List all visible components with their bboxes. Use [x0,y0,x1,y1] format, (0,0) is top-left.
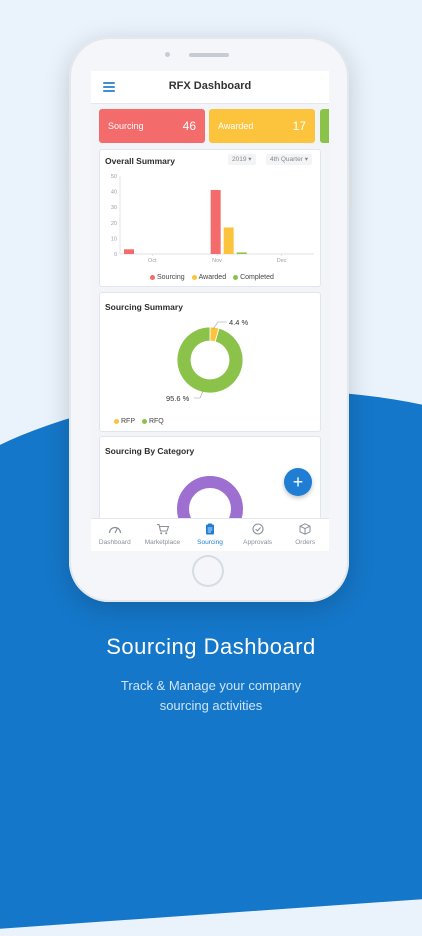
legend-dot [141,418,147,424]
year-select[interactable]: 2019 ▾ [228,154,256,165]
stat-count: 46 [182,119,196,133]
y-tick-label: 0 [114,252,117,258]
tab-sourcing[interactable]: Sourcing [186,519,234,551]
tab-label: Sourcing [197,539,223,546]
bar-completed-nov[interactable] [236,252,247,254]
promo-title: Sourcing Dashboard [106,634,316,659]
year-value: 2019 [232,156,247,163]
phone-mute-switch [66,117,69,135]
stat-card-completed[interactable] [320,109,329,143]
sourcing-summary-chart: 4.4 % 95.6 % [166,318,249,403]
legend-item-rfp: RFP [114,418,135,425]
stat-count: 17 [292,119,306,133]
legend-item-rfq: RFQ [141,418,164,425]
app-title: RFX Dashboard [168,80,252,92]
category-donut [177,476,243,527]
overall-summary-chart: 0 10 20 30 40 50 Oct Nov Dec [111,174,314,264]
bar-sourcing-nov[interactable] [210,190,221,254]
legend-item-completed: Completed [233,274,274,281]
data-label-rfp: 4.4 % [229,318,249,327]
x-tick-label: Oct [148,258,157,264]
label-leader-rfp [212,321,227,330]
legend-item-awarded: Awarded [191,274,226,281]
sourcing-by-category-card: Sourcing By Category [99,436,321,528]
tab-orders[interactable]: Orders [281,519,329,551]
box-icon [299,523,311,535]
legend-dot [191,274,197,280]
tab-label: Marketplace [144,539,181,546]
phone-camera [165,52,170,57]
card-title: Sourcing By Category [105,446,195,456]
plus-icon: + [292,472,304,492]
sourcing-summary-legend: RFP RFQ [114,418,169,425]
overall-legend: Sourcing Awarded Completed [150,274,279,281]
tab-label: Orders [295,539,316,546]
tab-label: Dashboard [98,539,131,546]
phone-speaker [189,53,229,57]
chevron-down-icon: ▾ [304,156,308,163]
phone-power-button [349,162,352,210]
x-tick-label: Dec [277,258,287,264]
tab-marketplace[interactable]: Marketplace [139,519,187,551]
x-tick-label: Nov [212,258,222,264]
y-tick-label: 40 [111,190,117,196]
stat-card-sourcing[interactable]: Sourcing 46 [99,109,205,143]
tab-approvals[interactable]: Approvals [234,519,282,551]
check-circle-icon [252,523,264,535]
card-title: Sourcing Summary [105,302,183,312]
overall-summary-card: Overall Summary 2019 ▾ 4th Quarter ▾ 0 10… [99,149,321,287]
y-tick-label: 50 [111,174,117,180]
phone-volume-up [66,152,69,188]
hamburger-menu-icon[interactable] [103,82,115,92]
slice-rfq[interactable] [176,326,244,394]
promo-subtitle-line2: sourcing activities [159,698,263,713]
stat-card-awarded[interactable]: Awarded 17 [209,109,315,143]
label-leader-rfq [194,390,204,399]
bottom-tab-bar: Dashboard Marketplace Sourcing Approvals… [91,518,329,551]
stat-label: Sourcing [108,121,144,131]
y-tick-label: 10 [111,236,117,242]
app-bar: RFX Dashboard [91,71,329,104]
quarter-value: 4th Quarter [270,156,303,163]
promo-subtitle: Track & Manage your company sourcing act… [0,676,422,716]
phone-home-button[interactable] [192,555,224,587]
cart-icon [156,523,169,535]
legend-dot [150,274,155,280]
sourcing-by-category-chart [177,476,243,527]
quarter-select[interactable]: 4th Quarter ▾ [266,154,312,165]
stat-label: Awarded [218,121,254,131]
app-screen: RFX Dashboard Sourcing 46 Awarded 17 Ove… [91,71,329,551]
promo-subtitle-line1: Track & Manage your company [120,678,302,693]
gauge-icon [108,526,122,534]
phone-frame: RFX Dashboard Sourcing 46 Awarded 17 Ove… [66,37,352,602]
sourcing-summary-card: Sourcing Summary 4.4 % 95.6 % RFP RFQ [99,292,321,432]
legend-dot [114,418,119,424]
bar-sourcing-oct[interactable] [124,249,134,254]
legend-dot [233,274,239,280]
clipboard-icon [206,523,215,535]
y-tick-label: 20 [111,221,117,227]
chevron-down-icon: ▾ [248,156,252,163]
tab-label: Approvals [243,539,273,546]
tab-dashboard[interactable]: Dashboard [91,519,139,551]
y-tick-label: 30 [111,205,117,211]
legend-item-sourcing: Sourcing [150,274,185,281]
phone-volume-down [66,199,69,235]
add-button[interactable]: + [284,468,312,496]
card-title: Overall Summary [105,156,175,166]
data-label-rfq: 95.6 % [166,394,190,403]
bar-awarded-nov[interactable] [223,227,234,254]
